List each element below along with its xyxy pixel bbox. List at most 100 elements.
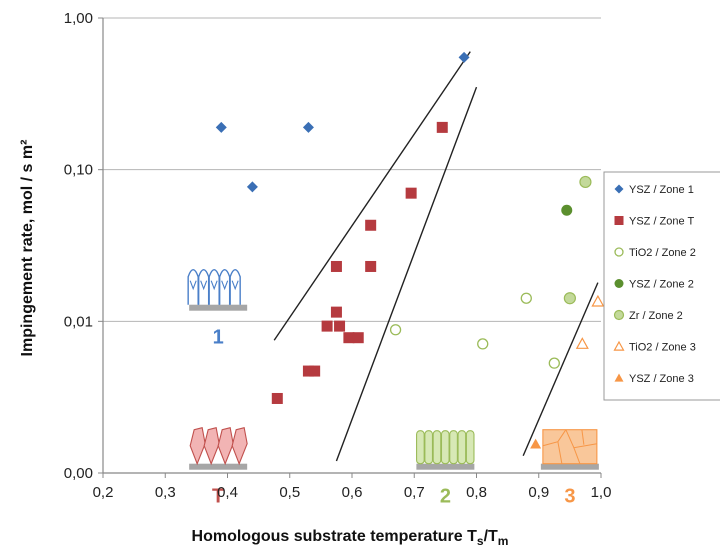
column-mark: [221, 280, 229, 291]
data-point: [520, 292, 532, 304]
data-point: [215, 121, 227, 133]
data-point: [458, 51, 470, 63]
data-point: [365, 260, 377, 272]
zone-1-sketch: [187, 269, 248, 311]
y-tick-label: 1,00: [64, 10, 93, 27]
column-shape: [416, 430, 425, 465]
data-point: [309, 365, 321, 377]
fiber-shape: [217, 427, 234, 466]
legend-label: Zr / Zone 2: [629, 310, 683, 322]
x-tick-label: 0,4: [217, 484, 238, 501]
data-point: [271, 392, 283, 404]
grain-boundary: [573, 447, 581, 464]
y-tick-label: 0,00: [64, 465, 93, 482]
fiber-shape: [203, 427, 220, 466]
legend-item: TiO2 / Zone 2: [614, 247, 696, 259]
substrate-bar: [416, 463, 475, 470]
data-point: [302, 365, 314, 377]
data-point: [330, 260, 342, 272]
grain-boundary: [581, 429, 585, 445]
zone-sketches: 1 T 2 3: [187, 269, 599, 508]
substrate-bar: [189, 304, 248, 311]
legend-label: YSZ / Zone 2: [629, 279, 694, 291]
zone-label: 2: [440, 486, 451, 508]
legend-marker: [613, 340, 625, 351]
legend-box: [603, 171, 720, 401]
zone-2-sketch: [416, 430, 475, 470]
y-tick-label: 0,10: [64, 162, 93, 179]
zone-label: 1: [213, 327, 224, 349]
column-mark: [200, 280, 208, 291]
legend-item: YSZ / Zone T: [614, 216, 694, 228]
x-tick-label: 0,3: [155, 484, 176, 501]
grain-boundary: [557, 441, 563, 464]
y-tick-label: 0,01: [64, 313, 93, 330]
data-point: [591, 294, 605, 307]
column-shape: [465, 430, 475, 465]
column-mark: [210, 280, 218, 291]
column-shape: [432, 430, 442, 465]
column-shape: [424, 430, 434, 465]
legend-label: TiO2 / Zone 2: [629, 247, 696, 259]
fiber-shape: [231, 427, 248, 466]
legend-label: YSZ / Zone 3: [629, 373, 694, 385]
data-point: [405, 187, 417, 199]
legend-item: TiO2 / Zone 3: [613, 340, 696, 354]
column-shape: [229, 269, 241, 305]
legend-marker: [614, 373, 624, 382]
legend-label: YSZ / Zone T: [629, 216, 694, 228]
y-axis-title: Impingement rate, mol / s m²: [19, 140, 36, 357]
zone-T-sketch: [189, 427, 248, 470]
legend-label: TiO2 / Zone 3: [629, 342, 696, 354]
legend-marker: [614, 216, 624, 225]
legend-marker: [614, 247, 624, 257]
data-point: [365, 219, 377, 231]
data-point: [321, 320, 333, 332]
legend-marker: [614, 184, 624, 194]
data-point: [343, 332, 355, 344]
data-point: [330, 306, 342, 318]
x-tick-label: 0,6: [342, 484, 363, 501]
x-tick-label: 1,0: [591, 484, 612, 501]
legend-item: Zr / Zone 2: [613, 309, 683, 322]
zone-3-sketch: [540, 429, 599, 470]
data-point: [477, 338, 489, 350]
data-point: [561, 204, 573, 216]
data-point: [436, 121, 448, 133]
data-point: [548, 357, 560, 369]
tick-labels: 0,2 0,3 0,4 0,5 0,6 0,7 0,8 0,9 1,0 0,00 0,01 0,10 1…: [64, 10, 612, 501]
legend-item: YSZ / Zone 1: [614, 184, 694, 196]
column-mark: [189, 280, 197, 291]
legend-marker: [614, 279, 624, 288]
zone-label: 3: [564, 486, 575, 508]
x-tick-label: 0,9: [528, 484, 549, 501]
grid-lines: [103, 17, 601, 322]
x-tick-label: 0,7: [404, 484, 425, 501]
legend: YSZ / Zone 1 YSZ / Zone T TiO2 / Zone 2 YSZ…: [603, 171, 720, 401]
column-shape: [449, 430, 458, 465]
x-tick-label: 0,8: [466, 484, 487, 501]
column-mark: [231, 280, 239, 291]
x-tick-label: 0,2: [93, 484, 114, 501]
data-point: [334, 320, 346, 332]
legend-marker: [613, 309, 625, 321]
zone-label: T: [212, 486, 224, 508]
zone-boundary-line: [273, 51, 471, 341]
legend-item: YSZ / Zone 2: [614, 279, 694, 291]
substrate-bar: [189, 463, 248, 470]
zone-boundary-lines: [273, 51, 599, 462]
grain-block: [542, 429, 598, 465]
data-point: [579, 175, 592, 189]
data-point: [246, 181, 258, 193]
x-tick-label: 0,5: [279, 484, 300, 501]
data-point: [352, 332, 364, 344]
zone-boundary-line: [335, 86, 478, 462]
axes: [98, 17, 602, 478]
data-point: [389, 324, 402, 336]
data-point: [563, 292, 576, 305]
data-point: [575, 337, 589, 349]
column-shape: [440, 430, 450, 465]
legend-label: YSZ / Zone 1: [629, 184, 694, 196]
column-shape: [457, 430, 467, 465]
